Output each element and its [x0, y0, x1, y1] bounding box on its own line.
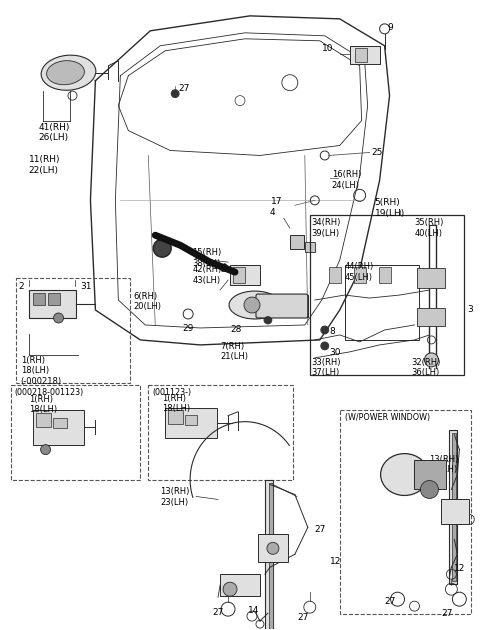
Text: 7(RH)
21(LH): 7(RH) 21(LH) — [220, 342, 248, 362]
Text: 12: 12 — [330, 558, 341, 566]
Text: 13(RH)
23(LH): 13(RH) 23(LH) — [430, 455, 459, 474]
Bar — [233, 267, 245, 283]
Text: 11(RH)
22(LH): 11(RH) 22(LH) — [29, 156, 60, 175]
Circle shape — [223, 582, 237, 596]
Text: 35(RH)
40(LH): 35(RH) 40(LH) — [415, 218, 444, 238]
Bar — [16, 278, 130, 383]
Bar — [354, 267, 366, 283]
Text: 29: 29 — [182, 324, 193, 333]
Bar — [29, 290, 76, 318]
Bar — [418, 308, 445, 326]
Circle shape — [267, 542, 279, 554]
Text: 34(RH)
39(LH): 34(RH) 39(LH) — [312, 218, 341, 238]
Text: 14: 14 — [248, 606, 259, 615]
Text: 33(RH)
37(LH): 33(RH) 37(LH) — [312, 358, 341, 377]
Bar — [305, 242, 315, 252]
Bar — [415, 459, 446, 490]
Ellipse shape — [47, 60, 84, 85]
Circle shape — [244, 297, 260, 313]
Circle shape — [54, 313, 63, 323]
Bar — [345, 265, 420, 340]
Text: 32(RH)
36(LH): 32(RH) 36(LH) — [411, 358, 441, 377]
Text: 12: 12 — [455, 564, 466, 573]
Text: 44(RH)
45(LH): 44(RH) 45(LH) — [345, 262, 374, 282]
Text: 1(RH)
18(LH)
(-000218): 1(RH) 18(LH) (-000218) — [21, 356, 62, 386]
Text: 1(RH)
18(LH): 1(RH) 18(LH) — [162, 394, 191, 413]
Text: 13(RH)
23(LH): 13(RH) 23(LH) — [160, 488, 190, 507]
Text: 27: 27 — [384, 597, 396, 606]
Bar — [258, 534, 288, 563]
Bar — [230, 265, 260, 285]
Circle shape — [424, 353, 438, 367]
Text: 2: 2 — [19, 282, 24, 291]
Text: 31: 31 — [81, 282, 92, 291]
Text: 28: 28 — [230, 325, 241, 334]
Bar — [290, 235, 304, 249]
Text: 27: 27 — [315, 525, 326, 534]
Bar — [36, 413, 50, 427]
Ellipse shape — [381, 454, 429, 495]
Text: 5(RH)
19(LH): 5(RH) 19(LH) — [374, 198, 405, 218]
Text: 42(RH)
43(LH): 42(RH) 43(LH) — [192, 265, 221, 285]
Bar — [310, 215, 464, 375]
FancyBboxPatch shape — [256, 294, 308, 318]
Bar — [52, 418, 67, 428]
Bar — [185, 415, 197, 425]
Bar — [265, 479, 273, 630]
Text: 1(RH)
18(LH): 1(RH) 18(LH) — [29, 395, 57, 414]
Bar — [379, 267, 391, 283]
Text: (W/POWER WINDOW): (W/POWER WINDOW) — [345, 413, 430, 421]
Bar — [442, 500, 469, 524]
Text: 25: 25 — [372, 149, 383, 158]
Bar — [340, 410, 471, 614]
Text: 27: 27 — [178, 84, 190, 93]
Text: (000218-001123): (000218-001123) — [15, 388, 84, 397]
Text: (001123-): (001123-) — [152, 388, 192, 397]
Bar — [329, 267, 341, 283]
Bar — [258, 295, 308, 317]
Text: 8: 8 — [330, 327, 336, 336]
Circle shape — [41, 445, 50, 455]
Ellipse shape — [41, 55, 96, 90]
Text: 17: 17 — [271, 197, 283, 206]
Bar — [168, 410, 183, 424]
Text: 4: 4 — [270, 208, 276, 217]
Bar — [355, 48, 367, 62]
Text: 30: 30 — [330, 348, 341, 357]
Bar — [11, 385, 140, 479]
Bar — [33, 410, 84, 445]
Circle shape — [153, 239, 171, 257]
Text: 6(RH)
20(LH): 6(RH) 20(LH) — [133, 292, 161, 311]
Bar — [148, 385, 293, 479]
Text: 41(RH)
26(LH): 41(RH) 26(LH) — [38, 123, 70, 142]
Bar — [48, 293, 60, 305]
Text: 27: 27 — [298, 613, 309, 622]
Text: 27: 27 — [442, 609, 453, 618]
Bar — [350, 46, 380, 64]
Ellipse shape — [229, 291, 281, 319]
Text: 3: 3 — [468, 305, 473, 314]
Bar — [449, 430, 457, 584]
Text: 16(RH)
24(LH): 16(RH) 24(LH) — [332, 171, 361, 190]
Circle shape — [172, 90, 179, 97]
Text: 27: 27 — [212, 608, 224, 617]
Circle shape — [420, 481, 438, 498]
Circle shape — [321, 326, 328, 333]
Bar — [269, 483, 273, 630]
Bar — [220, 575, 260, 596]
Circle shape — [321, 343, 328, 350]
Circle shape — [264, 316, 271, 323]
Bar — [165, 408, 217, 438]
Bar — [452, 433, 456, 581]
Bar — [418, 268, 445, 288]
Bar — [33, 293, 45, 305]
Text: 10: 10 — [322, 44, 333, 53]
Text: 15(RH)
38(LH): 15(RH) 38(LH) — [192, 248, 221, 268]
Text: 9: 9 — [387, 23, 393, 32]
